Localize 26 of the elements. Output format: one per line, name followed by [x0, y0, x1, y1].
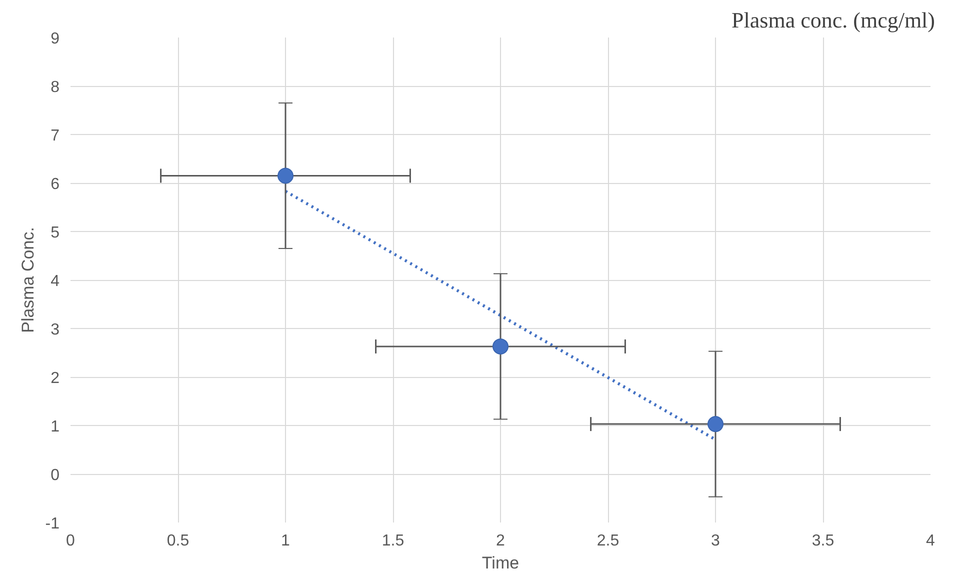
y-tick-label: 9 — [50, 30, 60, 48]
x-tick-label: 0.5 — [166, 532, 190, 550]
y-tick-label: 5 — [50, 224, 60, 242]
y-tick-label: 2 — [50, 370, 60, 387]
y-tick-label: 8 — [50, 79, 60, 96]
y-tick-label: 4 — [50, 273, 60, 290]
y-tick-label: 7 — [50, 128, 60, 144]
x-tick-label: 0 — [66, 532, 76, 550]
y-tick-label: 6 — [50, 176, 60, 193]
x-tick-label: 2.5 — [596, 532, 620, 550]
y-tick-label: -1 — [45, 516, 60, 532]
y-tick-label: 0 — [50, 467, 60, 484]
x-tick-label: 3 — [711, 532, 720, 550]
x-axis-title: Time — [482, 554, 520, 572]
x-tick-label: 2 — [496, 532, 506, 550]
x-tick-label: 1.5 — [382, 532, 404, 550]
point — [708, 416, 724, 432]
y-axis-title: Plasma Conc. — [18, 227, 38, 333]
point — [492, 338, 508, 354]
x-tick-label: 4 — [926, 532, 936, 550]
x-tick-label: 1 — [281, 532, 290, 550]
y-tick-label: 1 — [50, 418, 60, 436]
x-tick-label: 3.5 — [812, 532, 834, 550]
chart-title: Plasma conc. (mcg/ml) — [732, 8, 936, 32]
y-tick-label: 3 — [50, 322, 60, 338]
point — [278, 168, 294, 184]
